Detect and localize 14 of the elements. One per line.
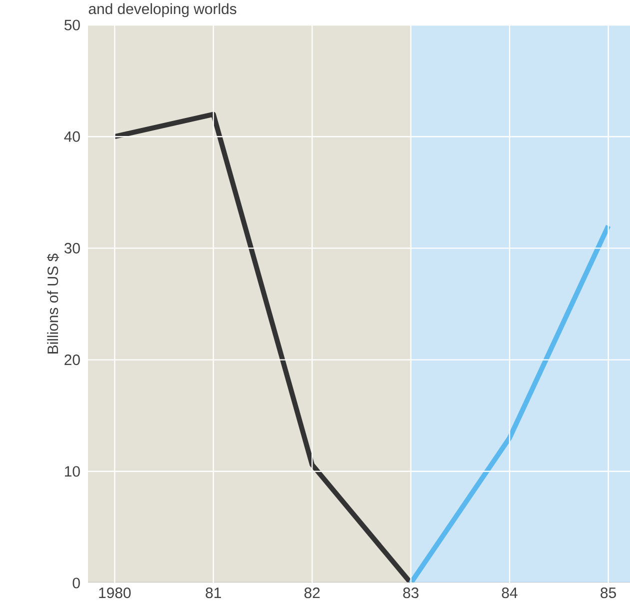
x-tick-label: 1980	[99, 588, 131, 598]
x-tick-label: 84	[502, 588, 518, 598]
x-tick-label: 82	[304, 588, 320, 598]
x-tick-label: 85	[600, 588, 616, 598]
y-tick-label: 20	[64, 354, 80, 366]
y-tick-label: 30	[64, 242, 80, 254]
y-tick-label: 0	[72, 578, 80, 588]
y-axis-title: Billions of US $	[46, 254, 60, 354]
chart-title: and developing worlds	[88, 3, 236, 18]
y-tick-label: 10	[65, 466, 80, 477]
x-tick-label: 83	[403, 588, 418, 598]
x-tick-label: 81	[206, 588, 221, 598]
y-tick-label: 40	[64, 131, 80, 142]
y-tick-label: 50	[64, 20, 80, 30]
